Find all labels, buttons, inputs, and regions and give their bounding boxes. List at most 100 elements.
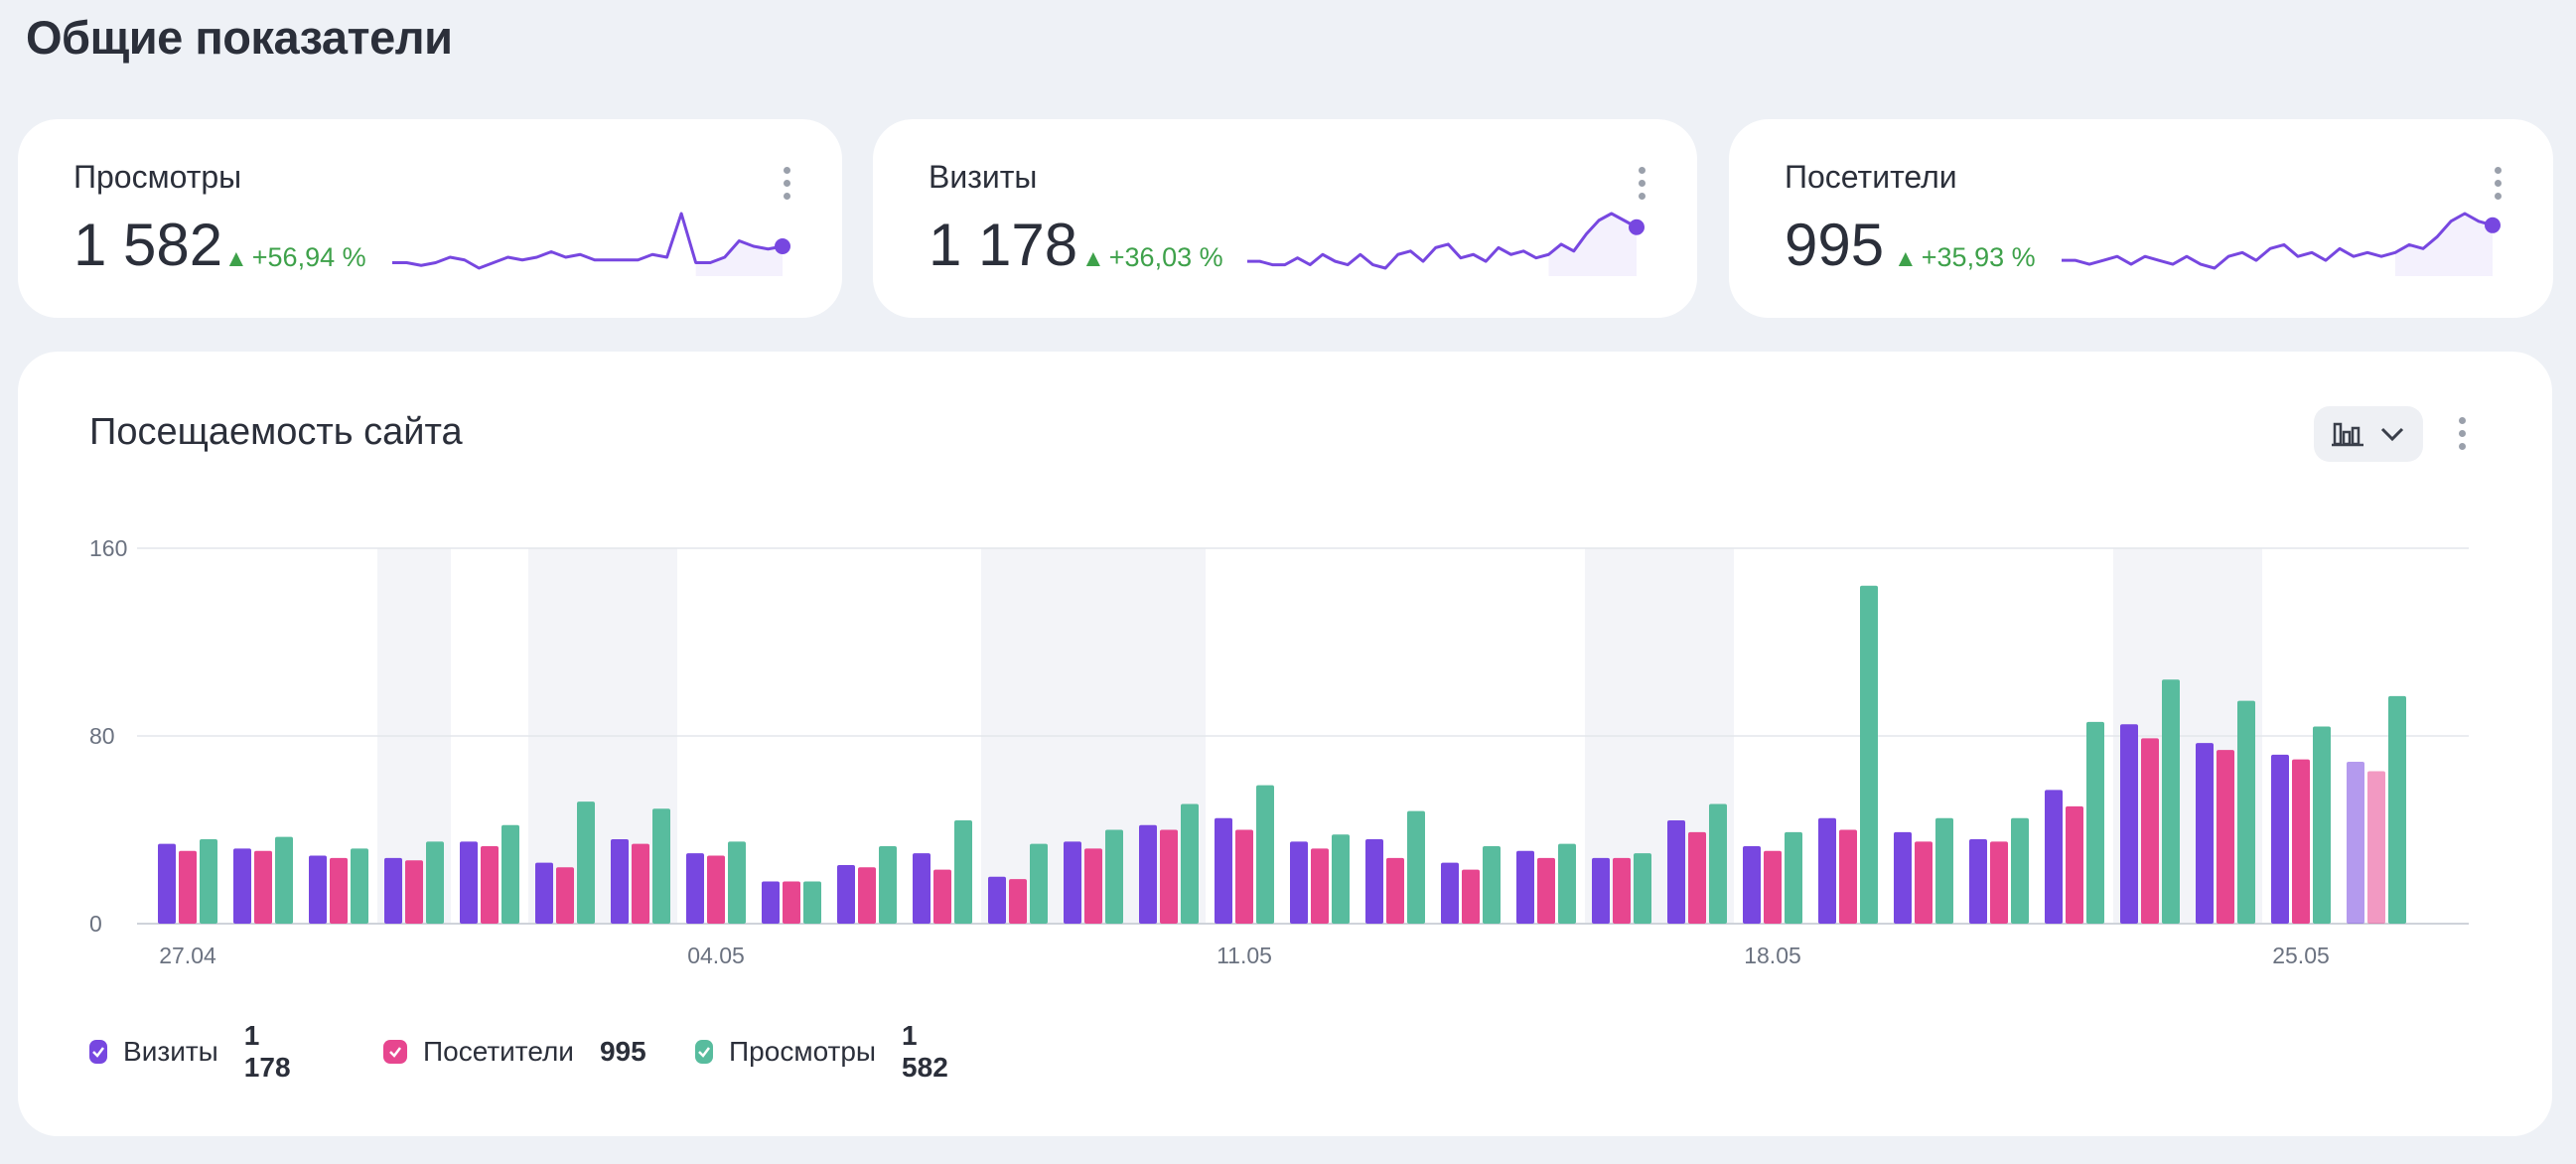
bar-visits	[1894, 831, 1912, 924]
kebab-menu-icon[interactable]	[781, 167, 792, 207]
bar-views	[803, 881, 821, 924]
bar-visits	[1365, 838, 1383, 924]
bar-views	[652, 808, 670, 924]
bar-visits	[1818, 817, 1836, 924]
bar-visits	[1290, 841, 1308, 924]
bar-visitors	[632, 843, 649, 924]
bar-visits	[2120, 724, 2138, 924]
bar-visits	[2271, 754, 2289, 924]
kpi-title: Просмотры	[73, 159, 242, 195]
bar-visitors	[2292, 759, 2310, 924]
bar-visits	[384, 857, 402, 924]
chart-title: Посещаемость сайта	[89, 411, 463, 453]
kebab-menu-icon[interactable]	[1636, 167, 1647, 207]
bar-visits	[460, 841, 478, 924]
bar-views	[2162, 679, 2180, 924]
bar-visitors	[1537, 857, 1555, 924]
legend-label: Посетители	[423, 1036, 574, 1067]
bar-views	[1483, 846, 1501, 924]
legend-value: 995	[599, 1036, 646, 1067]
bar-visitors	[330, 857, 348, 924]
bar-views	[1407, 810, 1425, 924]
bar-chart-icon	[2332, 422, 2363, 447]
legend-value: 1 178	[243, 1020, 291, 1083]
bar-visits	[2196, 743, 2214, 924]
bar-visitors	[481, 846, 499, 924]
bar-views	[1105, 829, 1123, 924]
kebab-menu-icon[interactable]	[2456, 417, 2468, 457]
bar-visits	[1516, 850, 1534, 924]
bar-views	[351, 848, 368, 924]
bar-visitors	[556, 867, 574, 924]
bar-visitors	[2367, 771, 2385, 924]
bar-views	[426, 841, 444, 924]
bar-views	[879, 846, 897, 924]
bar-visits	[837, 864, 855, 924]
kpi-card-visitors[interactable]: Посетители 995 ▲ +35,93 %	[1729, 119, 2553, 318]
bar-views	[2388, 695, 2406, 924]
kebab-menu-icon[interactable]	[2492, 167, 2504, 207]
bar-visits	[1667, 820, 1685, 924]
bar-views	[954, 820, 972, 924]
bar-views	[728, 841, 746, 924]
bar-visits	[1969, 838, 1987, 924]
bar-views	[1785, 831, 1802, 924]
bar-visitors	[2066, 805, 2083, 924]
bar-views	[2313, 726, 2331, 924]
bar-views	[501, 824, 519, 924]
bar-views	[1030, 843, 1048, 924]
legend-item-visits[interactable]: Визиты 1 178	[89, 1020, 296, 1083]
chevron-down-icon	[2380, 427, 2404, 442]
bar-visitors	[707, 855, 725, 924]
kpi-delta: ▲ +35,93 %	[1894, 242, 2036, 272]
bar-views	[2011, 817, 2029, 924]
bar-visitors	[858, 867, 876, 924]
bar-views	[1935, 817, 1953, 924]
bar-visitors	[1990, 841, 2008, 924]
x-tick-label: 04.05	[687, 943, 745, 968]
bar-visitors	[1160, 829, 1178, 924]
bar-visitors	[933, 869, 951, 924]
bar-visitors	[254, 850, 272, 924]
bar-visitors	[1009, 879, 1027, 924]
x-tick-label: 25.05	[2272, 943, 2330, 968]
checkbox-checked-icon[interactable]	[383, 1040, 407, 1064]
bar-visits	[988, 876, 1006, 924]
bar-visitors	[1764, 850, 1782, 924]
kpi-card-views[interactable]: Просмотры 1 582 ▲ +56,94 %	[18, 119, 842, 318]
kpi-card-visits[interactable]: Визиты 1 178 ▲ +36,03 %	[873, 119, 1697, 318]
bar-visits	[233, 848, 251, 924]
bar-visits	[1592, 857, 1610, 924]
bar-views	[577, 801, 595, 924]
kpi-delta: ▲ +36,03 %	[1081, 242, 1223, 272]
bar-views	[1860, 585, 1878, 924]
x-tick-label: 11.05	[1216, 943, 1272, 968]
y-tick-label: 80	[89, 723, 115, 749]
bar-visitors	[1386, 857, 1404, 924]
x-tick-label: 18.05	[1744, 943, 1801, 968]
bar-views	[1634, 853, 1651, 924]
page-title: Общие показатели	[26, 11, 453, 64]
bar-views	[1332, 834, 1350, 924]
trend-up-icon: ▲	[1081, 245, 1105, 272]
y-tick-label: 160	[89, 535, 127, 561]
bar-views	[2086, 721, 2104, 924]
bar-visits	[686, 853, 704, 924]
checkbox-checked-icon[interactable]	[89, 1040, 108, 1064]
bar-visitors	[1613, 857, 1631, 924]
legend-item-views[interactable]: Просмотры 1 582	[695, 1020, 954, 1083]
bar-views	[1709, 803, 1727, 924]
bar-visits	[762, 881, 780, 924]
kpi-value: 995	[1785, 212, 1885, 278]
x-tick-label: 27.04	[159, 943, 216, 968]
bar-visits	[158, 843, 176, 924]
checkbox-checked-icon[interactable]	[695, 1040, 714, 1064]
bar-visits	[1215, 817, 1232, 924]
bar-visitors	[783, 881, 800, 924]
bar-visits	[535, 862, 553, 924]
legend-item-visitors[interactable]: Посетители 995	[383, 1027, 646, 1077]
legend-value: 1 582	[902, 1020, 948, 1083]
bar-visitors	[1084, 848, 1102, 924]
chart-type-switch[interactable]	[2314, 406, 2423, 462]
bar-visitors	[1235, 829, 1253, 924]
